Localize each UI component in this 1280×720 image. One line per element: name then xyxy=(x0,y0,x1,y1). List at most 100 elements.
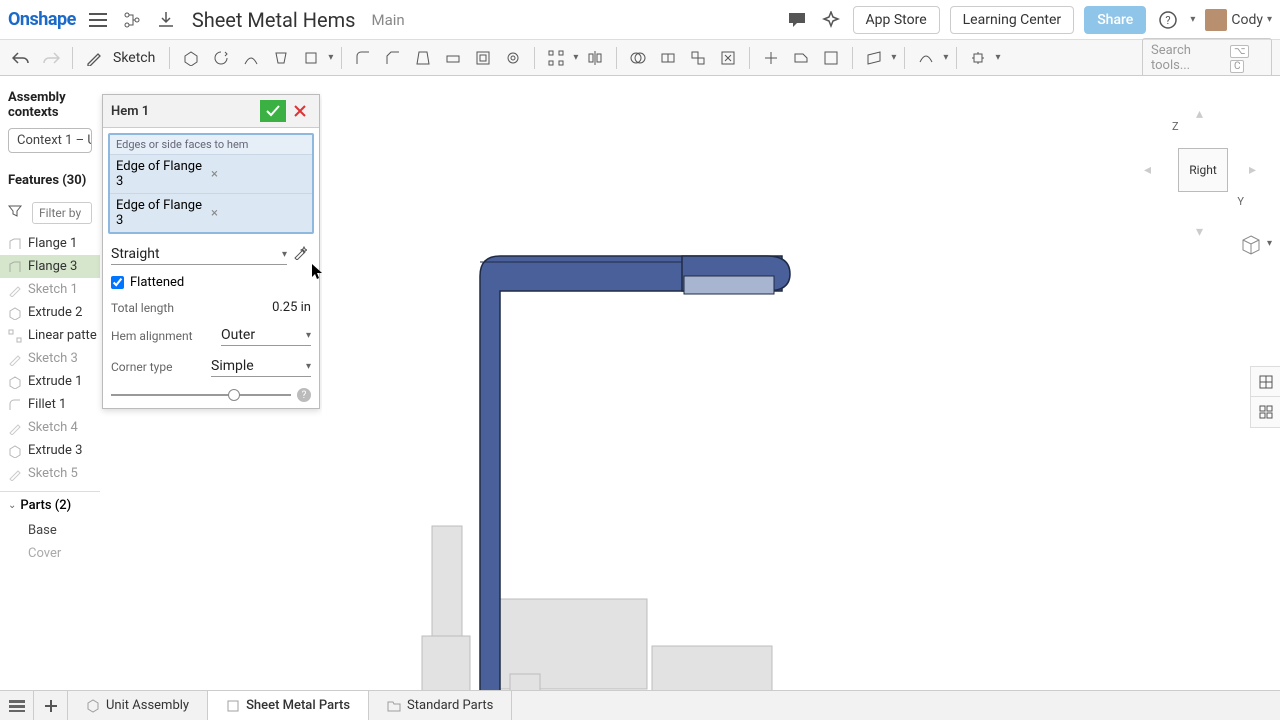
loft-icon[interactable] xyxy=(268,45,294,71)
document-title[interactable]: Sheet Metal Hems xyxy=(192,8,356,32)
tab-standard-parts[interactable]: Standard Parts xyxy=(369,691,512,720)
curve-dropdown-icon[interactable]: ▾ xyxy=(943,52,948,63)
rib-icon[interactable] xyxy=(440,45,466,71)
part-item[interactable]: Base xyxy=(0,519,100,542)
cube-right-icon[interactable]: ▸ xyxy=(1249,162,1256,178)
selection-item[interactable]: Edge of Flange 3× xyxy=(110,193,312,232)
wand-icon[interactable] xyxy=(293,246,311,264)
app-store-button[interactable]: App Store xyxy=(853,6,940,34)
plane-dropdown-icon[interactable]: ▾ xyxy=(891,52,896,63)
split-icon[interactable] xyxy=(655,45,681,71)
pattern-icon[interactable] xyxy=(543,45,569,71)
feature-item[interactable]: Sketch 5 xyxy=(0,462,100,485)
fillet-icon[interactable] xyxy=(350,45,376,71)
flattened-checkbox[interactable] xyxy=(111,276,124,289)
help-dropdown-icon[interactable]: ▾ xyxy=(1190,14,1195,25)
cube-face[interactable]: Right xyxy=(1178,148,1228,192)
help-icon[interactable]: ? xyxy=(1156,8,1180,32)
flattened-checkbox-row[interactable]: Flattened xyxy=(103,270,319,295)
document-branch[interactable]: Main xyxy=(371,11,404,29)
dialog-cancel-button[interactable] xyxy=(289,100,311,122)
feature-item[interactable]: Extrude 3 xyxy=(0,439,100,462)
draft-icon[interactable] xyxy=(410,45,436,71)
corner-type-select[interactable]: Simple ▾ xyxy=(211,356,311,377)
selection-remove-icon[interactable]: × xyxy=(209,167,306,182)
insert-icon[interactable] xyxy=(154,8,178,32)
cube-left-icon[interactable]: ◂ xyxy=(1144,162,1151,178)
undo-icon[interactable] xyxy=(8,45,34,71)
view-cube[interactable]: ▴ ◂ ▸ ▾ Z Right Y xyxy=(1150,106,1250,236)
frame-icon[interactable] xyxy=(818,45,844,71)
tree-icon[interactable] xyxy=(120,8,144,32)
curve-icon[interactable] xyxy=(913,45,939,71)
feature-item[interactable]: Extrude 1 xyxy=(0,370,100,393)
dialog-slider[interactable] xyxy=(111,394,291,396)
extrude-icon[interactable] xyxy=(178,45,204,71)
selection-remove-icon[interactable]: × xyxy=(209,206,306,221)
iso-cube-icon[interactable]: ▾ xyxy=(1240,234,1262,256)
sheet-metal-icon[interactable] xyxy=(788,45,814,71)
transform-icon[interactable] xyxy=(685,45,711,71)
filter-input[interactable] xyxy=(32,202,92,224)
pattern-dropdown-icon[interactable]: ▾ xyxy=(573,52,578,63)
dialog-confirm-button[interactable] xyxy=(260,100,286,122)
feature-item[interactable]: Flange 1 xyxy=(0,232,100,255)
features-header[interactable]: Features (30) xyxy=(0,169,100,192)
hem-alignment-select[interactable]: Outer ▾ xyxy=(221,325,311,346)
part-item[interactable]: Cover xyxy=(0,542,100,565)
feature-item[interactable]: Linear patte xyxy=(0,324,100,347)
dialog-header[interactable]: Hem 1 xyxy=(103,95,319,128)
tab-unit-assembly[interactable]: Unit Assembly xyxy=(68,691,208,720)
selection-item[interactable]: Edge of Flange 3× xyxy=(110,154,312,193)
add-tab-icon[interactable] xyxy=(34,691,68,720)
feature-dropdown-icon[interactable]: ▾ xyxy=(328,52,333,63)
cube-down-icon[interactable]: ▾ xyxy=(1196,224,1203,240)
sketch-tool-icon[interactable] xyxy=(81,45,107,71)
canvas[interactable] xyxy=(322,76,1280,690)
side-tool-1-icon[interactable] xyxy=(1251,367,1280,397)
share-button[interactable]: Share xyxy=(1084,6,1146,34)
tab-manager-icon[interactable] xyxy=(0,691,34,720)
filter-icon[interactable] xyxy=(8,204,26,222)
mirror-icon[interactable] xyxy=(582,45,608,71)
viewport[interactable]: ▴ ◂ ▸ ▾ Z Right Y ▾ xyxy=(322,76,1280,690)
feature-item[interactable]: Sketch 1 xyxy=(0,278,100,301)
ai-icon[interactable] xyxy=(819,8,843,32)
custom-icon[interactable] xyxy=(965,45,991,71)
revolve-icon[interactable] xyxy=(208,45,234,71)
feature-item[interactable]: Fillet 1 xyxy=(0,393,100,416)
logo[interactable]: Onshape xyxy=(8,9,76,30)
tab-sheet-metal-parts[interactable]: Sheet Metal Parts xyxy=(208,691,369,720)
feature-item[interactable]: Flange 3 xyxy=(0,255,100,278)
assembly-context-item[interactable]: Context 1 – U xyxy=(8,128,92,153)
chamfer-icon[interactable] xyxy=(380,45,406,71)
slider-thumb[interactable] xyxy=(228,389,240,401)
custom-dropdown-icon[interactable]: ▾ xyxy=(995,52,1000,63)
feature-label: Sketch 1 xyxy=(28,282,78,297)
thicken-icon[interactable] xyxy=(298,45,324,71)
total-length-value[interactable]: 0.25 in xyxy=(272,300,311,315)
shell-icon[interactable] xyxy=(470,45,496,71)
delete-face-icon[interactable] xyxy=(715,45,741,71)
feature-item[interactable]: Extrude 2 xyxy=(0,301,100,324)
sweep-icon[interactable] xyxy=(238,45,264,71)
redo-icon[interactable] xyxy=(38,45,64,71)
modify-icon[interactable] xyxy=(758,45,784,71)
user-menu[interactable]: Cody ▾ xyxy=(1205,9,1272,31)
side-tool-2-icon[interactable] xyxy=(1251,397,1280,427)
selection-group[interactable]: Edges or side faces to hem Edge of Flang… xyxy=(108,133,314,234)
learning-center-button[interactable]: Learning Center xyxy=(950,6,1075,34)
dialog-help-icon[interactable]: ? xyxy=(297,388,311,402)
plane-icon[interactable] xyxy=(861,45,887,71)
menu-icon[interactable] xyxy=(86,8,110,32)
parts-header[interactable]: ⌄ Parts (2) xyxy=(0,491,100,519)
sketch-tool-label[interactable]: Sketch xyxy=(113,50,155,66)
cube-up-icon[interactable]: ▴ xyxy=(1196,106,1203,122)
boolean-icon[interactable] xyxy=(625,45,651,71)
hole-icon[interactable] xyxy=(500,45,526,71)
comment-icon[interactable] xyxy=(785,8,809,32)
hem-type-select[interactable]: Straight ▾ xyxy=(111,244,287,265)
search-tools-input[interactable]: Search tools... ⌥ C xyxy=(1142,38,1272,78)
feature-item[interactable]: Sketch 3 xyxy=(0,347,100,370)
feature-item[interactable]: Sketch 4 xyxy=(0,416,100,439)
